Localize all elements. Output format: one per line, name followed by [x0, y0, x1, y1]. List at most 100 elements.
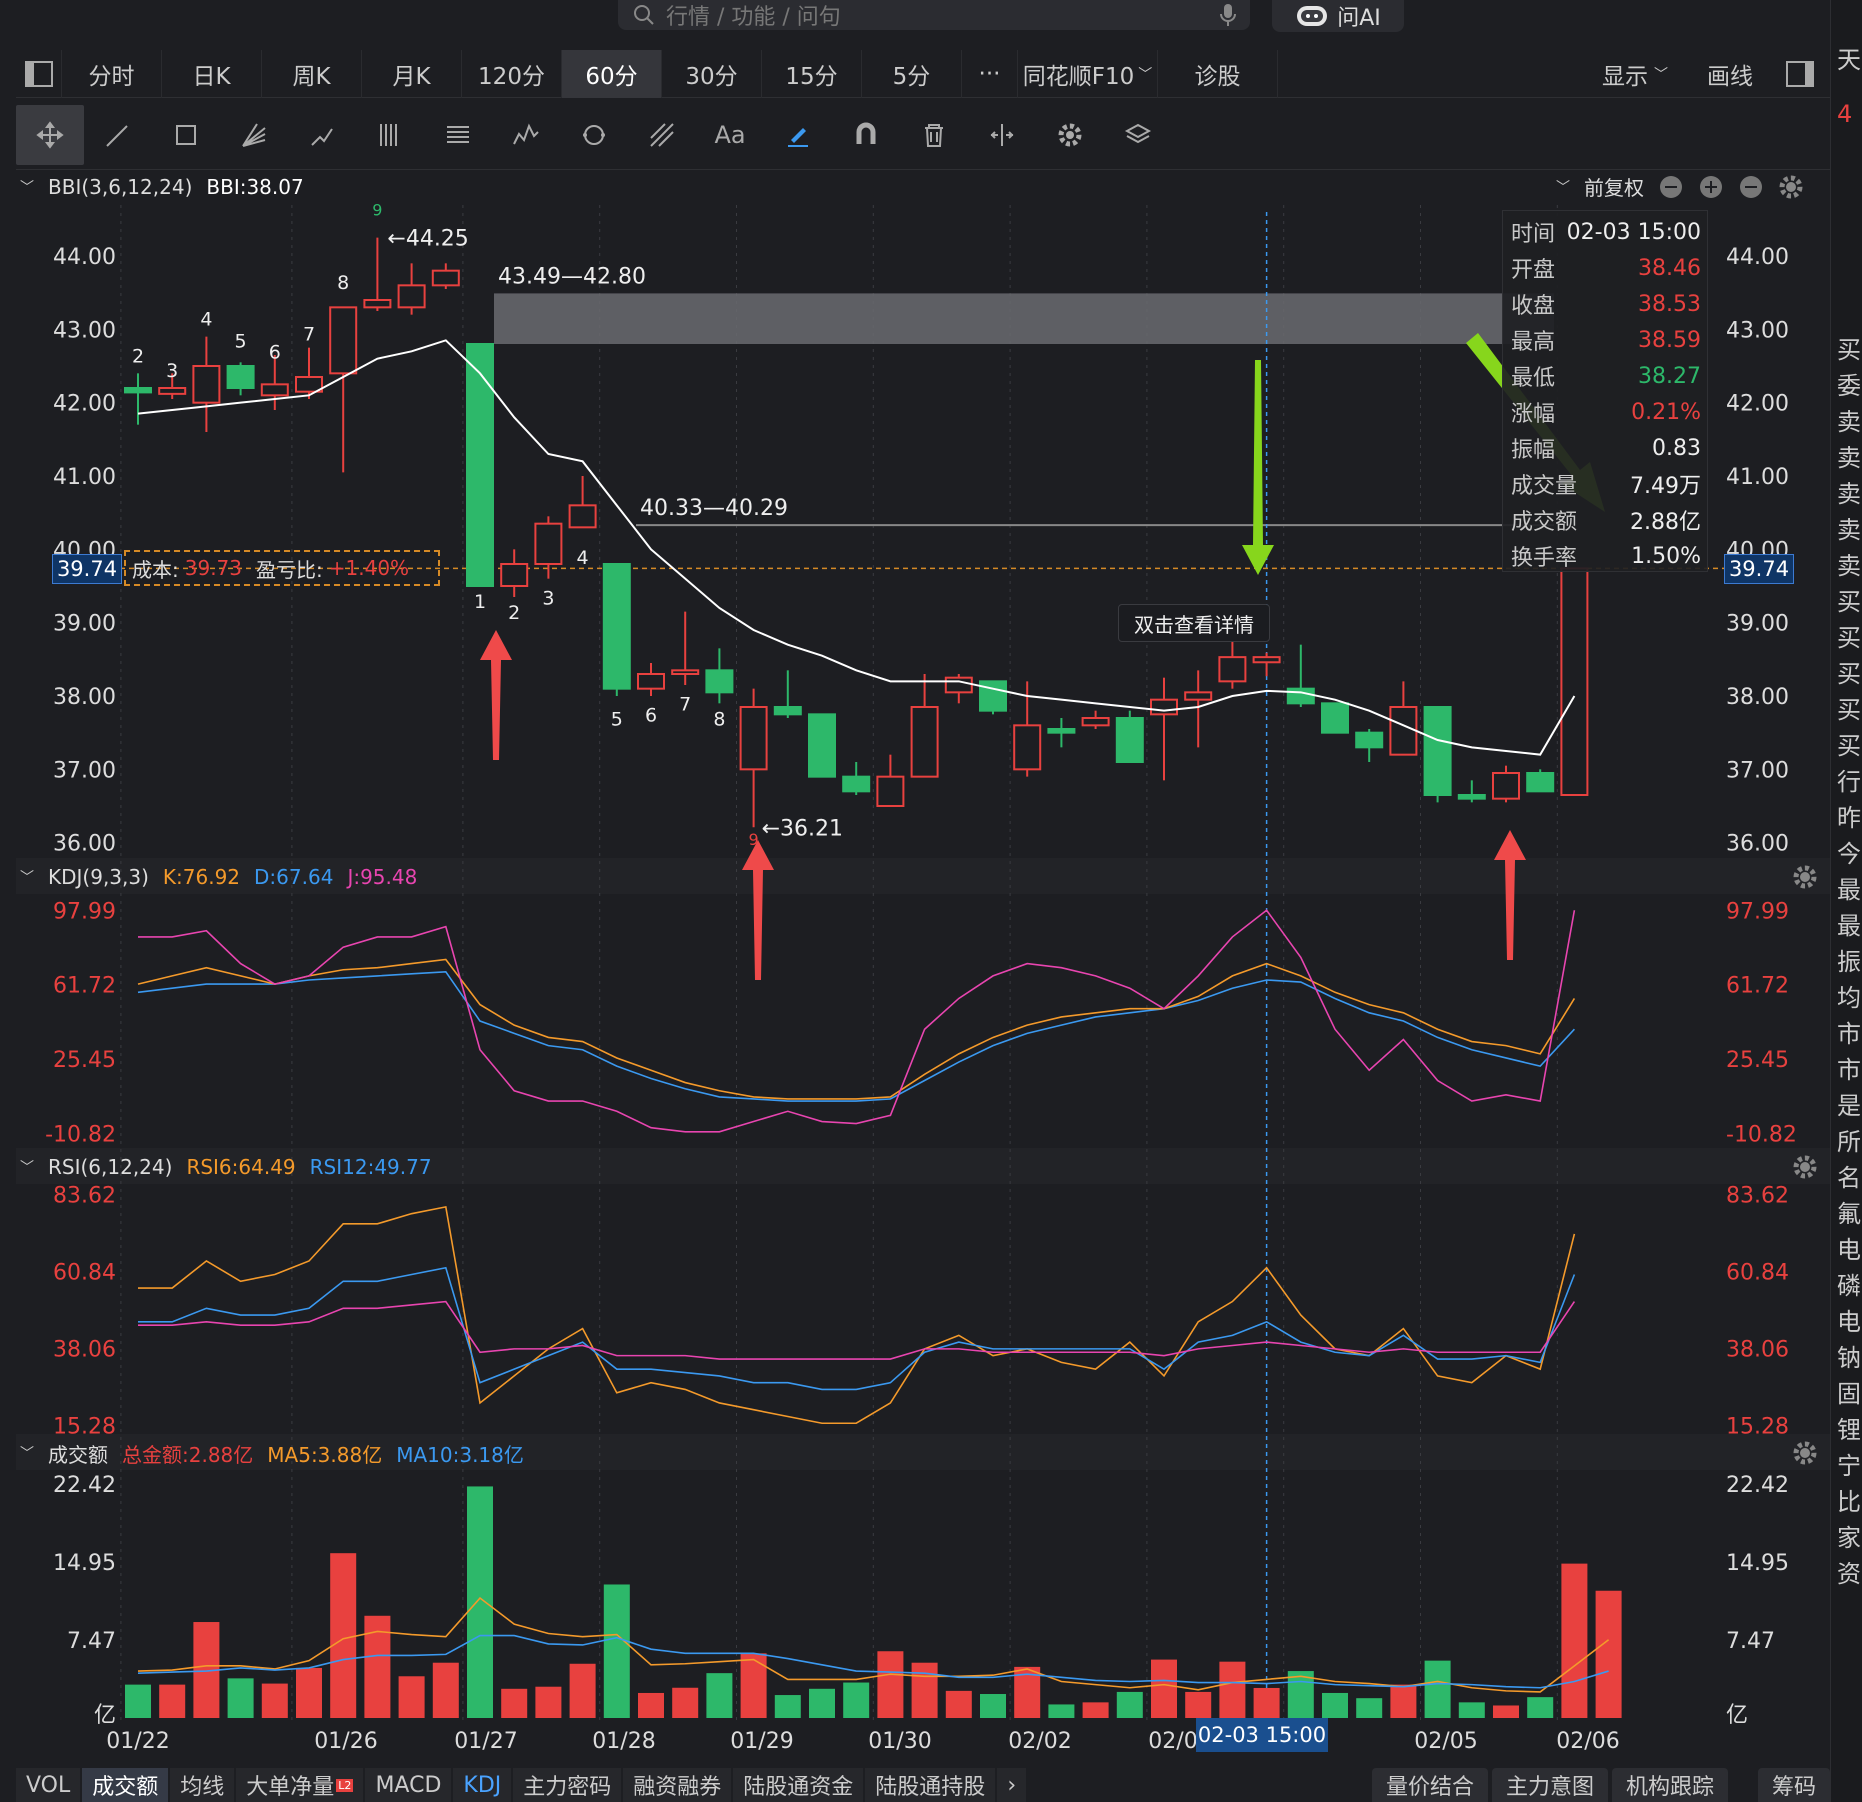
text-icon[interactable]: Aa: [696, 105, 764, 165]
amount-bar[interactable]: [261, 1683, 288, 1718]
candle[interactable]: [568, 476, 597, 529]
candle[interactable]: [466, 343, 494, 587]
tab-analysis-0[interactable]: 量价结合: [1371, 1768, 1488, 1802]
candle[interactable]: [1560, 567, 1589, 797]
amount-bar[interactable]: [535, 1686, 562, 1718]
candle[interactable]: [1321, 702, 1349, 734]
candle[interactable]: [910, 674, 939, 778]
fan-icon[interactable]: [220, 105, 288, 165]
f10-button[interactable]: 同花顺F10 ﹀: [1018, 49, 1158, 98]
amount-bar[interactable]: [1390, 1684, 1417, 1718]
amount-bar[interactable]: [159, 1684, 186, 1718]
fork-icon[interactable]: [628, 105, 696, 165]
tab-indicator-5[interactable]: KDJ: [453, 1768, 512, 1802]
gear-icon[interactable]: [1778, 174, 1804, 200]
wave-icon[interactable]: [492, 105, 560, 165]
gear-icon[interactable]: [1792, 1154, 1818, 1180]
candle[interactable]: [1218, 641, 1247, 689]
tab-period-2[interactable]: 周K: [262, 49, 362, 98]
minimize-icon[interactable]: [1738, 174, 1764, 200]
candle[interactable]: [1252, 652, 1281, 677]
amount-bar[interactable]: [569, 1663, 596, 1718]
candle[interactable]: [944, 674, 973, 704]
candle[interactable]: [1115, 710, 1144, 763]
tab-indicator-9[interactable]: 陆股通持股: [865, 1768, 996, 1802]
candle[interactable]: [671, 611, 700, 685]
amount-bar[interactable]: [1219, 1661, 1246, 1718]
amount-bar[interactable]: [1322, 1692, 1348, 1718]
candle[interactable]: [1081, 710, 1110, 729]
collapse-icon[interactable]: ﹀: [20, 1446, 34, 1462]
magnet-icon[interactable]: [832, 105, 900, 165]
amount-bar[interactable]: [1253, 1687, 1280, 1718]
candle[interactable]: [773, 670, 802, 718]
candle[interactable]: [260, 355, 289, 410]
tab-analysis-3[interactable]: 筹码: [1757, 1768, 1830, 1802]
layout-right-icon[interactable]: [1770, 50, 1830, 98]
candle[interactable]: [1047, 718, 1076, 748]
amount-bar[interactable]: [330, 1553, 357, 1718]
split-icon[interactable]: [968, 105, 1036, 165]
tab-indicator-6[interactable]: 主力密码: [513, 1768, 622, 1802]
candle[interactable]: [295, 347, 323, 399]
gear-icon[interactable]: [1036, 105, 1104, 165]
amount-bar[interactable]: [980, 1694, 1006, 1718]
collapse-icon[interactable]: ﹀: [20, 870, 34, 886]
candle[interactable]: [1286, 644, 1315, 707]
layout-left-icon[interactable]: [16, 49, 62, 98]
amount-bar[interactable]: [603, 1584, 630, 1718]
brush-icon[interactable]: [288, 105, 356, 165]
gear-icon[interactable]: [1792, 864, 1818, 890]
zoom-in-icon[interactable]: [1698, 174, 1724, 200]
hlines-icon[interactable]: [424, 105, 492, 165]
cycle-icon[interactable]: [560, 105, 628, 165]
amount-bar[interactable]: [1527, 1697, 1554, 1718]
candle[interactable]: [124, 373, 152, 425]
more-periods-button[interactable]: ···: [962, 49, 1018, 98]
candle[interactable]: [705, 648, 734, 704]
tab-indicator-2[interactable]: 均线: [170, 1768, 235, 1802]
amount-bar[interactable]: [843, 1682, 870, 1718]
display-button[interactable]: 显示 ﹀: [1580, 50, 1690, 98]
amount-bar[interactable]: [227, 1678, 254, 1718]
tab-analysis-1[interactable]: 主力意图: [1491, 1768, 1608, 1802]
tab-period-4[interactable]: 120分: [462, 49, 562, 98]
amount-bar[interactable]: [1287, 1671, 1314, 1718]
candle[interactable]: [226, 362, 255, 396]
amount-bar[interactable]: [296, 1667, 322, 1718]
amount-bar[interactable]: [638, 1692, 664, 1718]
amount-bar[interactable]: [1424, 1660, 1451, 1718]
candle[interactable]: [534, 516, 563, 579]
candle[interactable]: [876, 754, 905, 808]
candle[interactable]: [1013, 681, 1042, 777]
amount-bar[interactable]: [945, 1690, 972, 1718]
candle[interactable]: [1423, 706, 1452, 803]
amount-bar[interactable]: [1082, 1702, 1109, 1718]
tab-indicator-1[interactable]: 成交额: [82, 1768, 169, 1802]
microphone-icon[interactable]: [1218, 2, 1238, 28]
tab-indicator-0[interactable]: VOL: [16, 1768, 81, 1802]
amount-bar[interactable]: [467, 1486, 493, 1718]
tab-period-5[interactable]: 60分: [562, 49, 662, 98]
tab-period-0[interactable]: 分时: [62, 49, 162, 98]
amount-bar[interactable]: [1458, 1702, 1485, 1718]
candle[interactable]: [1457, 780, 1486, 803]
scroll-right-icon[interactable]: ›: [997, 1768, 1027, 1802]
amount-bar[interactable]: [774, 1695, 801, 1718]
amount-bar[interactable]: [877, 1651, 904, 1718]
amount-bar[interactable]: [672, 1687, 699, 1718]
tab-period-1[interactable]: 日K: [162, 49, 262, 98]
candle[interactable]: [842, 762, 871, 795]
collapse-icon[interactable]: ﹀: [20, 1160, 34, 1176]
amount-bar[interactable]: [398, 1676, 425, 1718]
amount-bar[interactable]: [432, 1662, 459, 1718]
line-icon[interactable]: [84, 105, 152, 165]
tab-indicator-3[interactable]: 大单净量 L2: [236, 1768, 364, 1802]
chevron-down-icon[interactable]: ﹀: [1556, 179, 1570, 196]
candle[interactable]: [1150, 677, 1178, 781]
tab-analysis-2[interactable]: 机构跟踪: [1611, 1768, 1728, 1802]
candle[interactable]: [1355, 729, 1384, 762]
highlighter-icon[interactable]: [764, 105, 832, 165]
amount-bar[interactable]: [1048, 1704, 1075, 1718]
candle[interactable]: [1526, 769, 1555, 793]
